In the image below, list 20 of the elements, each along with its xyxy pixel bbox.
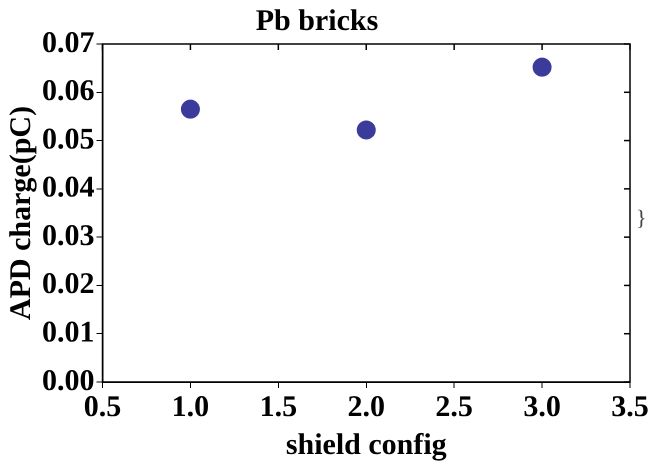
x-tick-label: 1.0 <box>172 390 210 423</box>
point <box>356 120 376 140</box>
x-tick-label: 1.5 <box>260 390 298 423</box>
y-axis-title: APD charge(pC) <box>4 106 37 320</box>
x-tick-label: 2.0 <box>348 390 385 423</box>
x-tick-label: 3.0 <box>523 390 561 423</box>
y-tick-label: 0.02 <box>42 267 94 300</box>
point <box>532 58 552 77</box>
x-axis-title: shield config <box>286 428 447 461</box>
y-tick-label: 0.05 <box>42 122 94 156</box>
chart-title: Pb bricks <box>256 4 378 37</box>
text: } <box>636 205 647 231</box>
x-tick-label: 3.5 <box>611 390 649 423</box>
y-tick-label: 0.01 <box>42 315 94 348</box>
point <box>180 100 200 119</box>
y-tick-label: 0.07 <box>42 26 94 59</box>
y-tick-label: 0.06 <box>42 74 94 108</box>
y-tick-label: 0.03 <box>42 218 94 252</box>
y-tick-label: 0.04 <box>42 170 94 204</box>
x-tick-label: 2.5 <box>435 390 473 423</box>
